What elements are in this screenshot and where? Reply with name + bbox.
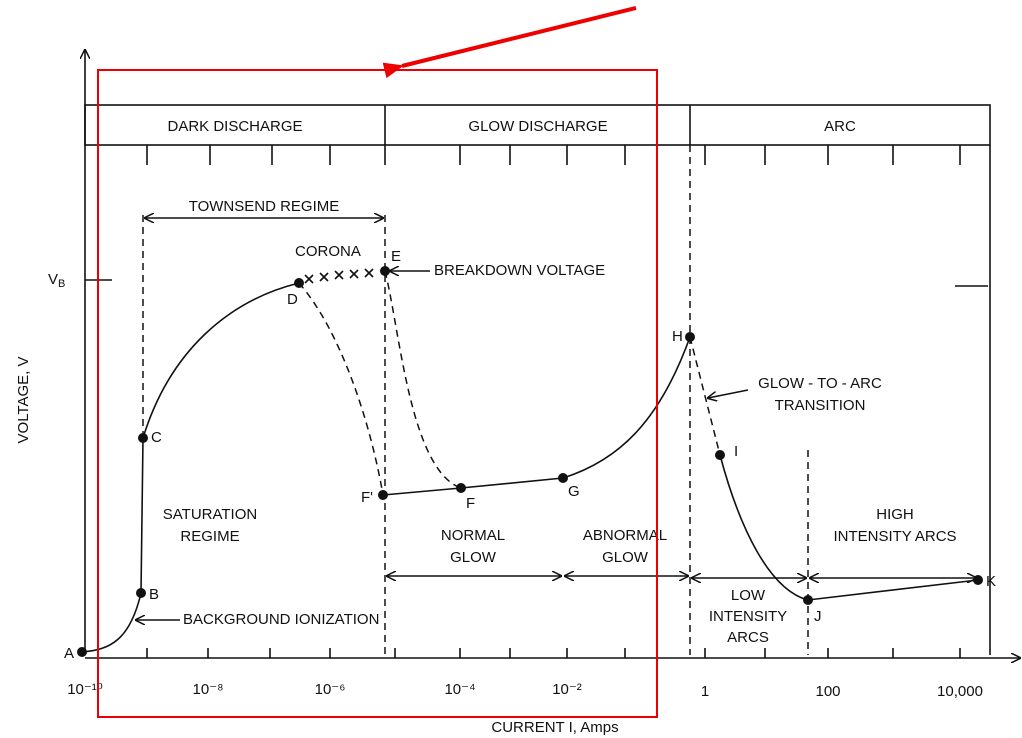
y-axis-label: VOLTAGE, V (15, 357, 32, 444)
frame (85, 50, 1020, 658)
annotation: INTENSITY ARCS (833, 528, 956, 545)
annotation: INTENSITY (709, 608, 787, 625)
x-tick-label: 10,000 (937, 683, 983, 700)
annotation: GLOW (602, 549, 649, 566)
x-tick-label: 10⁻⁴ (444, 681, 475, 698)
annotation: NORMAL (441, 527, 505, 544)
highlight (97, 6, 658, 718)
x-axis-label: CURRENT I, Amps (491, 719, 618, 736)
point-label: E (391, 248, 401, 265)
annotation: BACKGROUND IONIZATION (183, 611, 379, 628)
point-label: I (734, 443, 738, 460)
annotation: BREAKDOWN VOLTAGE (434, 262, 605, 279)
points (77, 266, 983, 657)
vb-label: VB (48, 271, 65, 290)
annotation: HIGH (876, 506, 914, 523)
point-label: F' (361, 489, 373, 506)
annotation: REGIME (180, 528, 239, 545)
annotation: SATURATION (163, 506, 257, 523)
arrows (136, 218, 976, 620)
vb-sub: B (58, 278, 65, 290)
point-label: B (149, 586, 159, 603)
region: GLOW DISCHARGE (468, 118, 607, 135)
region: DARK DISCHARGE (167, 118, 302, 135)
point-label: F (466, 495, 475, 512)
annotation: GLOW - TO - ARC (758, 375, 882, 392)
curves (81, 145, 979, 655)
annotation: CORONA (295, 243, 361, 260)
annotation: LOW (731, 587, 766, 604)
labels: DARK DISCHARGE GLOW DISCHARGE ARC A B C … (15, 118, 996, 736)
annotation: ARCS (727, 629, 769, 646)
annotation: ABNORMAL (583, 527, 667, 544)
x-tick-label: 100 (815, 683, 840, 700)
annotation: TOWNSEND REGIME (189, 198, 340, 215)
x-tick-label: 10⁻⁸ (193, 681, 224, 698)
point-label: A (64, 645, 74, 662)
x-tick-label: 10⁻⁶ (315, 681, 346, 698)
annotation: GLOW (450, 549, 497, 566)
region: ARC (824, 118, 856, 135)
x-tick-label: 10⁻² (552, 681, 582, 698)
vb: V (48, 271, 58, 288)
x-tick-label: 10⁻¹⁰ (67, 681, 103, 698)
annotation: TRANSITION (775, 397, 866, 414)
point-label: J (814, 608, 822, 625)
point-label: G (568, 483, 580, 500)
x-tick-label: 1 (701, 683, 709, 700)
point-label: H (672, 328, 683, 345)
point-label: K (986, 573, 996, 590)
point-label: D (287, 291, 298, 308)
point-label: C (151, 429, 162, 446)
